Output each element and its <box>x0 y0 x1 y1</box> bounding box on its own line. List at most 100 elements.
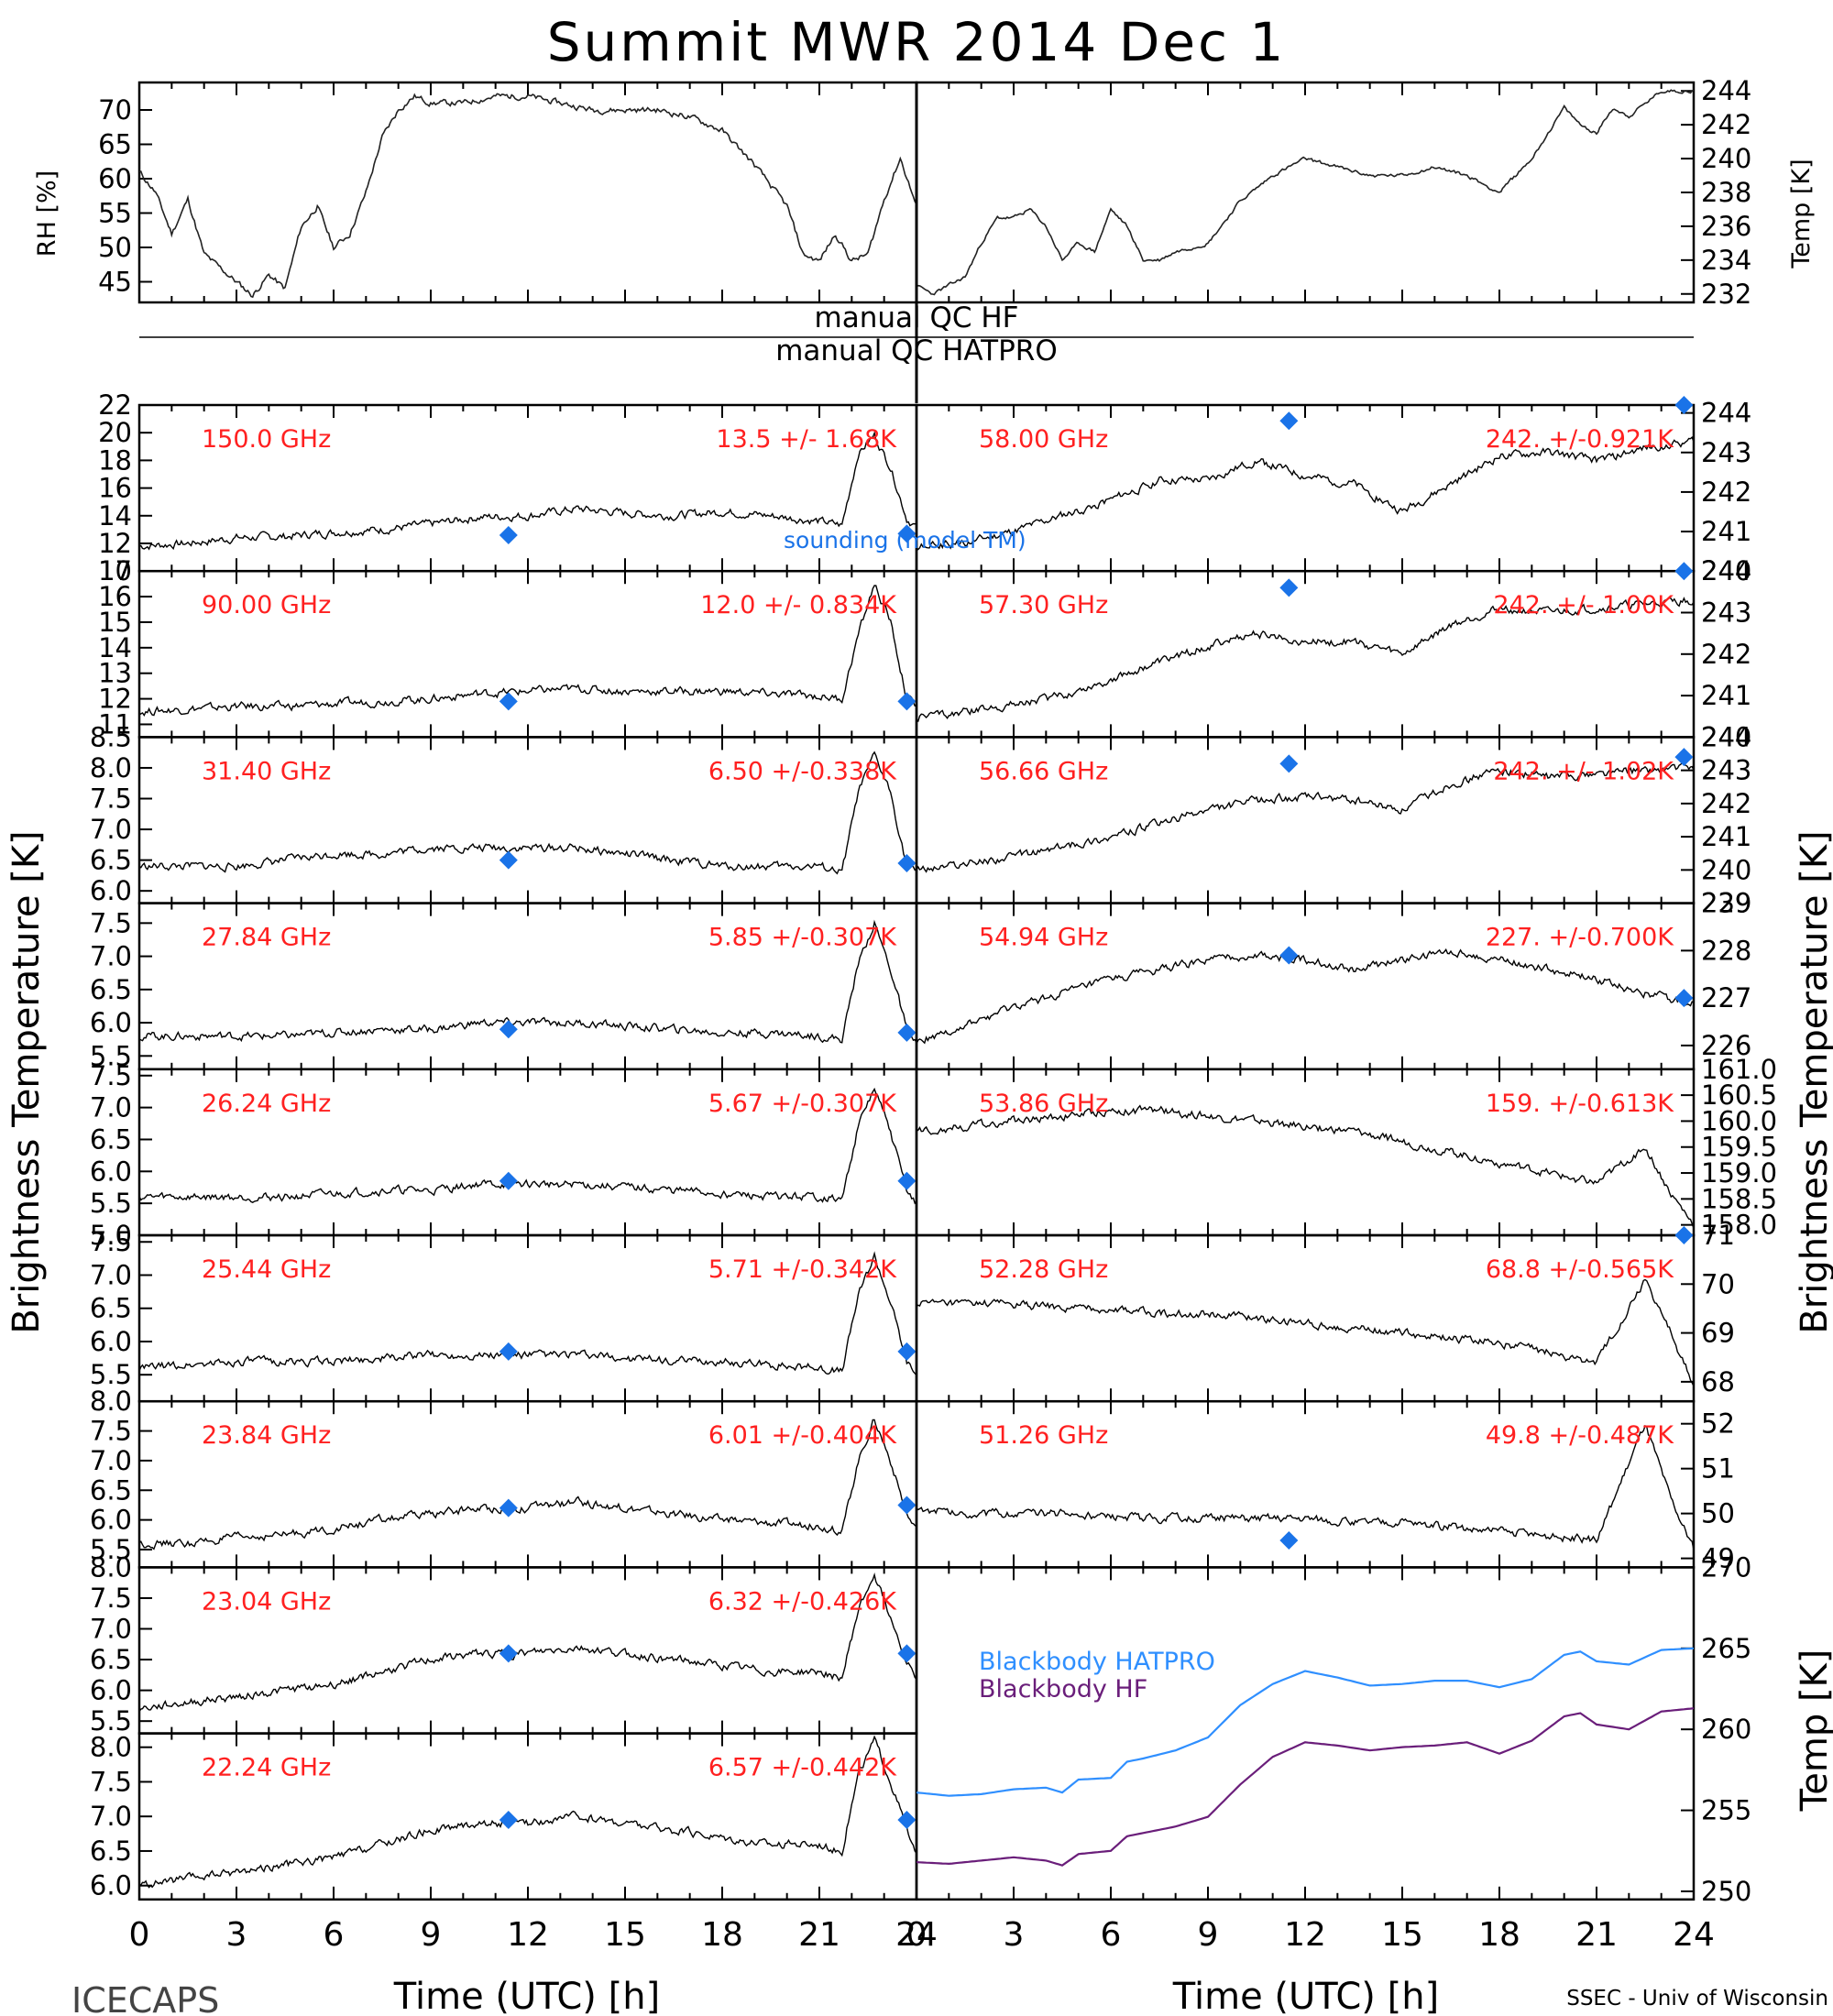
channel-stat: 12.0 +/- 0.834K <box>700 591 897 619</box>
y-tick-label: 236 <box>1701 211 1751 242</box>
channel-stat: 159. +/-0.613K <box>1486 1090 1674 1118</box>
y-tick-label: 6.5 <box>90 1474 132 1506</box>
sounding-marker <box>897 1171 916 1190</box>
channel-label: 23.04 GHz <box>202 1587 331 1616</box>
x-axis: 0 0 3 3 6 6 9 9 12 12 15 15 18 18 21 21 24 24 <box>129 1916 1715 1954</box>
panels: 4550556065702322342362382402422441012141… <box>90 75 1777 1954</box>
data-trace <box>916 1104 1695 1229</box>
data-trace <box>138 751 917 875</box>
bb-ylabel: Temp [K] <box>1794 1649 1833 1813</box>
y-tick-label: 232 <box>1701 279 1751 310</box>
panel-2544: 5.56.06.57.07.5 25.44 GHz 5.71 +/-0.342K <box>90 1226 918 1403</box>
y-tick-label: 8.5 <box>90 721 132 752</box>
channel-label: 56.66 GHz <box>979 757 1108 785</box>
y-tick-label: 10 <box>98 555 132 586</box>
channel-stat: 5.71 +/-0.342K <box>708 1255 897 1284</box>
y-tick-label: 6.5 <box>90 1644 132 1675</box>
rh-line <box>138 93 917 299</box>
data-trace <box>138 1572 917 1713</box>
data-trace <box>916 436 1695 551</box>
y-tick-label: 161.0 <box>1701 1054 1777 1085</box>
channel-label: 26.24 GHz <box>202 1090 331 1118</box>
y-tick-label: 244 <box>1701 75 1751 106</box>
sounding-marker <box>499 525 518 544</box>
channel-label: 31.40 GHz <box>202 757 331 785</box>
channel-stat: 49.8 +/-0.487K <box>1486 1421 1674 1450</box>
y-tick-label: 49 <box>1701 1543 1735 1574</box>
y-tick-label: 242 <box>1701 639 1751 670</box>
y-tick-label: 229 <box>1701 888 1751 919</box>
y-tick-label: 241 <box>1701 821 1751 852</box>
y-tick-label: 238 <box>1701 177 1751 208</box>
x-tick-label-right: 21 <box>1575 1916 1618 1954</box>
channel-stat: 242. +/- 1.02K <box>1493 757 1674 785</box>
y-tick-label: 7.0 <box>90 941 132 972</box>
panel-2384: 5.56.06.57.07.58.0 23.84 GHz 6.01 +/-0.404… <box>90 1386 918 1569</box>
y-tick-label: 65 <box>98 129 132 160</box>
y-tick-label: 7.0 <box>90 1092 132 1123</box>
rh-panel-frame <box>137 81 918 304</box>
data-trace <box>916 1424 1695 1550</box>
y-tick-label: 6.0 <box>90 1505 132 1536</box>
y-tick-label: 243 <box>1701 597 1751 629</box>
y-tick-label: 45 <box>98 267 132 298</box>
y-tick-label: 5.0 <box>90 1220 132 1251</box>
x-tick-label-right: 15 <box>1381 1916 1423 1954</box>
panel-5730: 240 241 242 243 244 57.30 GHz 242. +/- 1.00K <box>915 555 1751 752</box>
y-tick-label: 265 <box>1701 1633 1751 1664</box>
channel-stat: 242. +/- 1.00K <box>1493 591 1674 619</box>
y-tick-label: 8.0 <box>90 752 132 783</box>
y-tick-label: 20 <box>98 417 132 448</box>
y-tick-label: 15 <box>98 607 132 638</box>
y-tick-label: 5.5 <box>90 1534 132 1565</box>
y-tick-label: 226 <box>1701 1030 1751 1061</box>
figure-title: Summit MWR 2014 Dec 1 <box>547 11 1287 73</box>
channel-stat: 242. +/-0.921K <box>1486 425 1674 454</box>
y-tick-label: 12 <box>98 528 132 559</box>
channel-label: 58.00 GHz <box>979 425 1108 454</box>
x-tick-label-left: 9 <box>421 1916 442 1954</box>
y-tick-label: 11 <box>98 708 132 740</box>
x-tick-label-left: 3 <box>226 1916 247 1954</box>
y-tick-label: 239 <box>1701 888 1751 919</box>
y-tick-label: 159.0 <box>1701 1157 1777 1189</box>
y-tick-label: 158.0 <box>1701 1210 1777 1241</box>
blackbody-hf-line <box>916 1707 1695 1867</box>
x-tick-label-right: 6 <box>1101 1916 1122 1954</box>
channel-label: 90.00 GHz <box>202 591 331 619</box>
sounding-marker <box>897 1644 916 1663</box>
sounding-marker <box>897 853 916 872</box>
y-tick-label: 70 <box>1701 1268 1735 1299</box>
xlabel-right: Time (UTC) [h] <box>1172 1976 1439 2016</box>
y-tick-label: 7.5 <box>90 1583 132 1614</box>
y-tick-label: 6.0 <box>90 1007 132 1038</box>
channel-stat: 68.8 +/-0.565K <box>1486 1255 1674 1284</box>
data-trace <box>138 1419 917 1550</box>
y-tick-label: 8.0 <box>90 1732 132 1763</box>
temp-line <box>916 89 1695 296</box>
data-trace <box>138 431 917 551</box>
qc-hf-label: manual QC HF <box>815 301 1019 334</box>
y-tick-label: 241 <box>1701 680 1751 711</box>
blackbody-hatpro-line <box>916 1647 1695 1797</box>
sounding-marker <box>499 850 518 870</box>
sounding-marker <box>1674 989 1694 1008</box>
sounding-marker <box>499 692 518 711</box>
panel-2304: 5.56.06.57.07.58.0 23.04 GHz 6.32 +/-0.426… <box>90 1551 918 1737</box>
data-trace <box>138 1087 917 1205</box>
y-tick-label: 17 <box>98 555 132 586</box>
y-tick-label: 5.5 <box>90 1188 132 1219</box>
x-tick-label-right: 18 <box>1478 1916 1520 1954</box>
y-tick-label: 14 <box>98 500 132 531</box>
x-tick-label-left: 18 <box>701 1916 743 1954</box>
sounding-marker <box>1279 578 1299 597</box>
y-tick-label: 240 <box>1701 555 1751 586</box>
y-tick-label: 7.0 <box>90 1445 132 1476</box>
y-tick-label: 7.5 <box>90 907 132 938</box>
rh-ylabel: RH [%] <box>33 170 61 257</box>
y-tick-label: 70 <box>98 94 132 126</box>
